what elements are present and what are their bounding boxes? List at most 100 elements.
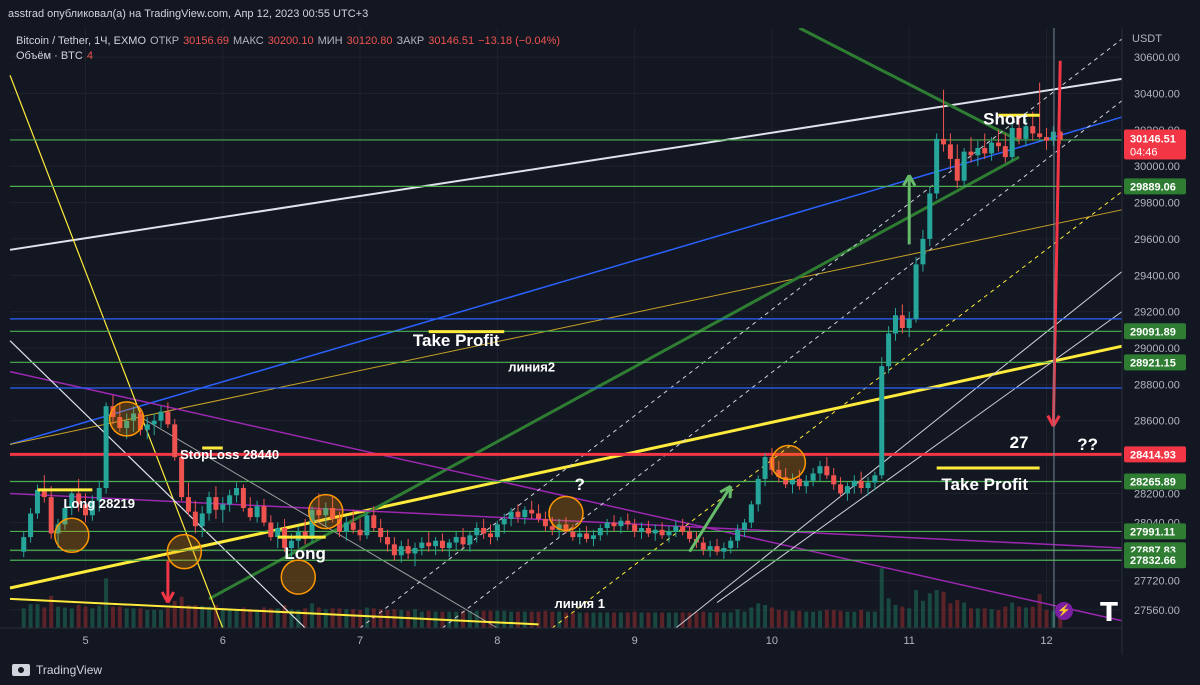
volume-bar (680, 612, 685, 628)
volume-bar (275, 608, 280, 628)
candle-body (989, 142, 995, 154)
annotation-label[interactable]: Short (983, 109, 1028, 128)
volume-bar (749, 607, 754, 628)
volume-bar (145, 610, 150, 628)
candle-body (529, 509, 535, 514)
candle-body (412, 548, 418, 554)
candle-body (604, 522, 610, 528)
candle-body (316, 509, 322, 516)
volume-label[interactable]: Объём · BTC (16, 50, 83, 62)
up-arrow-head (902, 174, 911, 187)
trend-line-yellow-steep (9, 75, 224, 629)
annotation-label[interactable]: StopLoss 28440 (180, 447, 279, 462)
candle-body (570, 531, 576, 538)
volume-bar (255, 610, 260, 628)
volume-bar (708, 612, 713, 628)
candle-body (124, 420, 130, 428)
time-tick-label: 10 (766, 635, 778, 647)
volume-bar (893, 605, 898, 628)
volume-bar (474, 610, 479, 628)
volume-bar (653, 612, 658, 628)
volume-bar (303, 608, 308, 628)
annotation-label[interactable]: линия 1 (554, 596, 605, 611)
candle-body (302, 531, 308, 539)
candle-body (474, 528, 480, 536)
volume-bar (56, 606, 61, 628)
annotation-label[interactable]: Take Profit (941, 475, 1028, 494)
volume-bar (673, 612, 678, 628)
volume-bar (872, 611, 877, 628)
volume-bar (97, 605, 102, 628)
symbol-name[interactable]: Bitcoin / Tether, 1Ч, EXMO (16, 35, 147, 47)
annotation-label[interactable]: Long (284, 544, 326, 563)
annotation-label[interactable]: Long 28219 (63, 496, 135, 511)
volume-bar (220, 608, 225, 628)
volume-bar (124, 608, 129, 628)
candle-body (611, 522, 617, 527)
candle-body (714, 546, 720, 552)
channel-line-dashed (359, 38, 1123, 629)
volume-bar (28, 604, 33, 628)
trend-line-yellow (9, 344, 1123, 590)
volume-bar (69, 608, 74, 628)
candle-body (954, 158, 960, 181)
candle-body (240, 488, 246, 508)
candle-body (995, 142, 1001, 147)
annotation-label[interactable]: 27 (1010, 433, 1029, 452)
candle-body (556, 524, 562, 530)
volume-bar (845, 611, 850, 628)
candle-body (254, 506, 260, 518)
candle-body (824, 466, 830, 476)
volume-bar (165, 608, 170, 628)
candle-body (700, 542, 706, 550)
candle-body (350, 522, 356, 530)
price-level-tag (1124, 446, 1186, 463)
candle-body (728, 540, 734, 548)
candle-body (131, 413, 137, 421)
volume-bar (879, 568, 884, 628)
short-target-arrow-shaft (1051, 60, 1062, 427)
candle-body (982, 148, 988, 154)
annotation-label[interactable]: линия2 (508, 360, 555, 375)
candle-body (192, 511, 198, 527)
volume-bar (735, 609, 740, 628)
candle-body (110, 406, 116, 418)
candle-body (906, 318, 912, 328)
candle-body (330, 508, 336, 519)
lightning-icon[interactable]: ⚡ (1055, 602, 1073, 620)
price-tick-label: 29600.00 (1134, 234, 1180, 246)
candle-body (838, 484, 844, 494)
volume-bar (419, 611, 424, 628)
chart-legend[interactable]: Bitcoin / Tether, 1Ч, EXMO ОТКР 30156.69 … (16, 34, 560, 64)
candle-body (666, 531, 672, 536)
volume-bar (1017, 606, 1022, 628)
time-tick-label: 6 (220, 635, 226, 647)
volume-bar (694, 612, 699, 628)
price-tick-label: 28200.00 (1134, 488, 1180, 500)
candle-body (542, 518, 548, 527)
candle-body (707, 546, 713, 550)
candle-body (961, 151, 967, 181)
annotation-label[interactable]: ?? (1077, 435, 1098, 454)
candle-body (21, 537, 27, 552)
volume-bar (989, 609, 994, 628)
price-level-tag (1124, 354, 1186, 371)
annotation-label[interactable]: ? (575, 475, 585, 494)
annotation-label[interactable]: Take Profit (413, 331, 500, 350)
volume-bar (509, 611, 514, 628)
volume-bar (914, 590, 919, 628)
volume-bar (378, 609, 383, 628)
candle-body (137, 413, 143, 430)
volume-bar (941, 591, 946, 628)
volume-bar (756, 603, 761, 628)
volume-bar (804, 611, 809, 628)
time-axis[interactable]: 5 6 7 8 9 10 11 12 (0, 627, 1122, 647)
up-arrow-2-head (728, 486, 733, 499)
volume-bar (62, 607, 67, 628)
candle-body (803, 480, 809, 487)
last-price-tag (1124, 129, 1186, 160)
volume-bar (515, 611, 520, 628)
volume-bar (1010, 602, 1015, 628)
price-axis[interactable]: USDT30600.0030400.0030200.0030000.002980… (1121, 0, 1200, 655)
